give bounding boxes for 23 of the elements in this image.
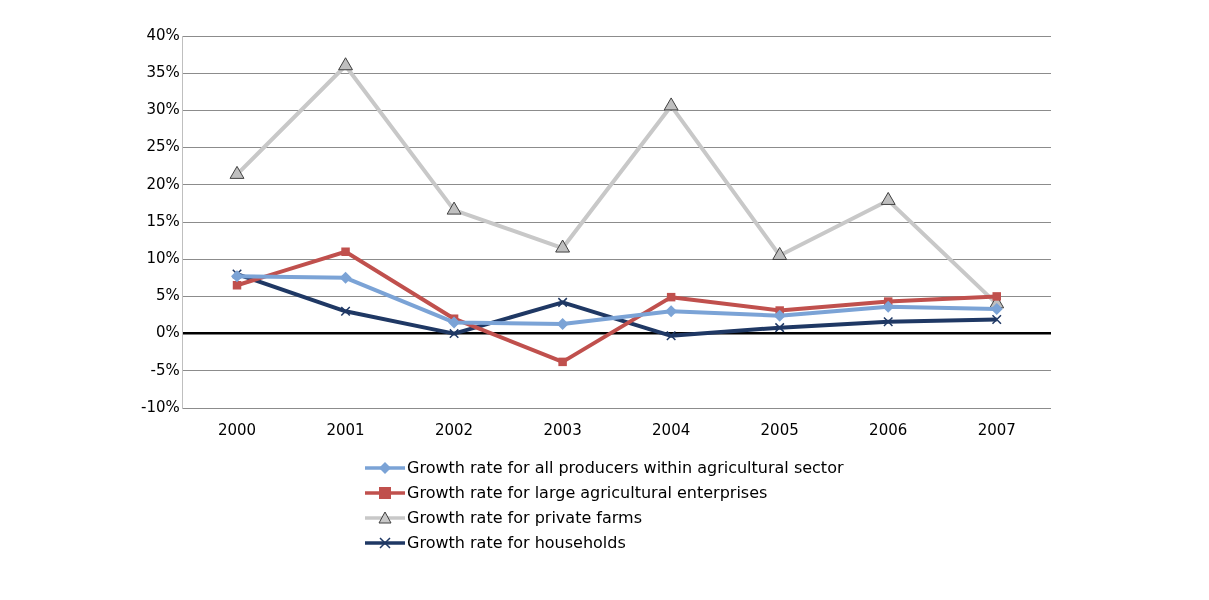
x-tick-label: 2003 bbox=[543, 420, 582, 439]
y-tick-label: -5% bbox=[150, 360, 180, 379]
y-tick-label: 15% bbox=[146, 211, 180, 230]
legend-label: Growth rate for households bbox=[407, 533, 626, 552]
y-tick-label: 35% bbox=[146, 63, 180, 82]
x-tick-label: 2002 bbox=[434, 420, 474, 439]
y-tick-label: 5% bbox=[155, 286, 180, 305]
legend-label: Growth rate for all producers within agricultural sector bbox=[407, 458, 844, 477]
y-tick-label: 25% bbox=[146, 137, 180, 156]
y-tick-label: 20% bbox=[146, 174, 180, 193]
y-tick-label: 30% bbox=[146, 100, 180, 119]
x-tick-label: 2000 bbox=[217, 420, 257, 439]
y-tick-label: 10% bbox=[146, 249, 180, 268]
y-tick-label: 0% bbox=[155, 323, 180, 342]
y-tick-label: -10% bbox=[140, 397, 180, 416]
x-tick-label: 2005 bbox=[760, 420, 799, 439]
x-tick-label: 2007 bbox=[977, 420, 1016, 439]
legend-label: Growth rate for large agricultural enterprises bbox=[407, 483, 768, 502]
x-tick-label: 2004 bbox=[652, 420, 691, 439]
x-tick-label: 2006 bbox=[869, 420, 908, 439]
legend-label: Growth rate for private farms bbox=[407, 508, 642, 527]
y-tick-label: 40% bbox=[146, 25, 180, 44]
x-tick-label: 2001 bbox=[326, 420, 365, 439]
